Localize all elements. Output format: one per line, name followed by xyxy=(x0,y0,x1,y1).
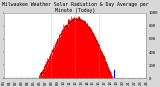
Title: Milwaukee Weather Solar Radiation & Day Average per Minute (Today): Milwaukee Weather Solar Radiation & Day … xyxy=(2,2,148,13)
